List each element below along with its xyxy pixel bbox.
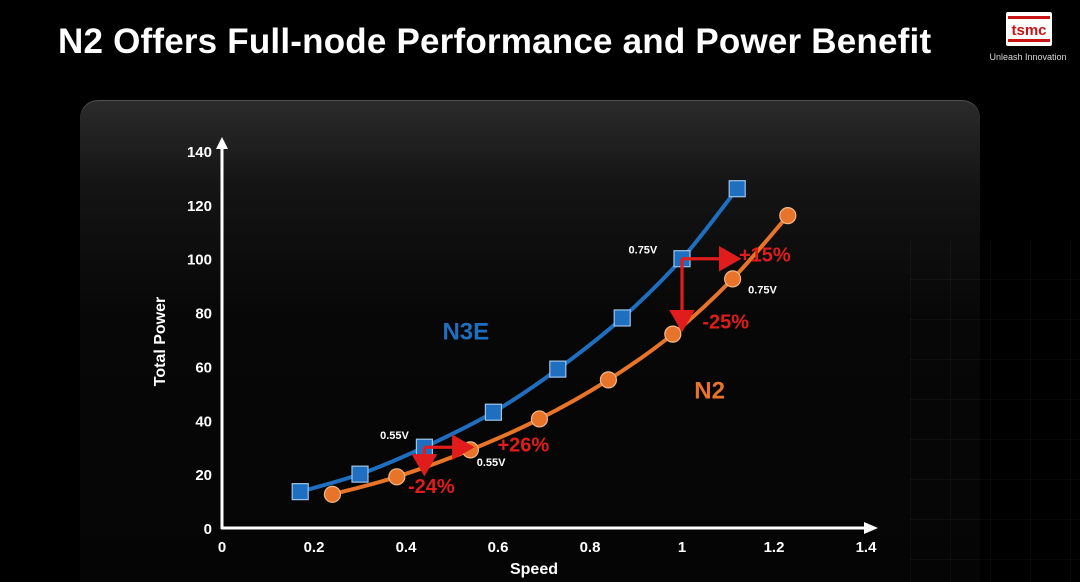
y-axis-arrowhead [216,137,228,149]
data-point-n2 [723,270,742,288]
data-point-n2 [599,371,618,389]
chart-panel [80,100,980,582]
series-label: N3E [442,319,489,346]
percent-annotation: +26% [497,434,549,456]
percent-annotation: +15% [739,244,791,266]
logo-stripe [1008,39,1050,42]
y-tick-label: 0 [204,521,212,538]
logo-wordmark: tsmc [1011,22,1046,39]
x-axis-title: Speed [510,561,558,578]
y-tick-label: 60 [195,359,212,376]
series-label: N2 [694,378,725,405]
y-tick-label: 20 [195,467,212,484]
x-tick-label: 1 [678,539,686,556]
logo-tagline: Unleash Innovation [989,52,1067,62]
slide-title: N2 Offers Full-node Performance and Powe… [58,22,932,61]
x-tick-label: 0.2 [304,539,325,556]
x-tick-label: 0.4 [396,539,418,556]
percent-annotation: -24% [408,476,455,498]
data-point-n2 [530,410,549,428]
x-tick-label: 0.6 [488,539,509,556]
tsmc-logo: tsmc Unleash Innovation [982,8,1074,68]
data-point-n2 [323,485,341,503]
chart-labels: Speed Total Power N3E N2 0.55V 0.55V 0.75V 0.75… [152,244,791,578]
y-tick-label: 140 [187,144,212,161]
data-point-n3e [291,483,309,501]
x-tick-label: 1.4 [856,539,878,556]
logo-background [1006,12,1052,46]
data-point-n3e [613,309,631,327]
x-tick-label: 1.2 [764,539,785,556]
axes [216,137,878,534]
voltage-label: 0.75V [629,244,658,256]
x-axis-arrowhead [864,522,878,534]
voltage-label: 0.75V [748,285,777,297]
voltage-label: 0.55V [380,430,409,442]
y-tick-label: 100 [187,252,212,269]
data-point-n3e [351,465,369,483]
data-point-n2 [461,441,479,459]
percent-annotation: -25% [702,312,749,334]
y-tick-label: 120 [187,198,212,215]
y-tick-label: 40 [195,413,212,430]
data-point-n3e [549,360,567,378]
logo-stripe [1008,16,1050,19]
x-tick-label: 0.8 [580,539,601,556]
data-point-n3e [728,180,746,198]
tsmc-logo-mark: tsmc [1006,12,1052,46]
background-decoration [910,240,1080,582]
y-axis-title: Total Power [152,297,169,387]
axis-ticks: 0 0.2 0.4 0.6 0.8 1 1.2 1.4 0 20 40 60 80 100 120 140 [187,144,877,556]
data-point-n2 [779,207,797,225]
data-point-n3e [484,403,502,421]
x-tick-label: 0 [218,539,226,556]
data-point-n2 [388,468,406,486]
voltage-label: 0.55V [477,457,506,469]
data-point-n2 [664,325,682,343]
y-tick-label: 80 [195,306,212,323]
